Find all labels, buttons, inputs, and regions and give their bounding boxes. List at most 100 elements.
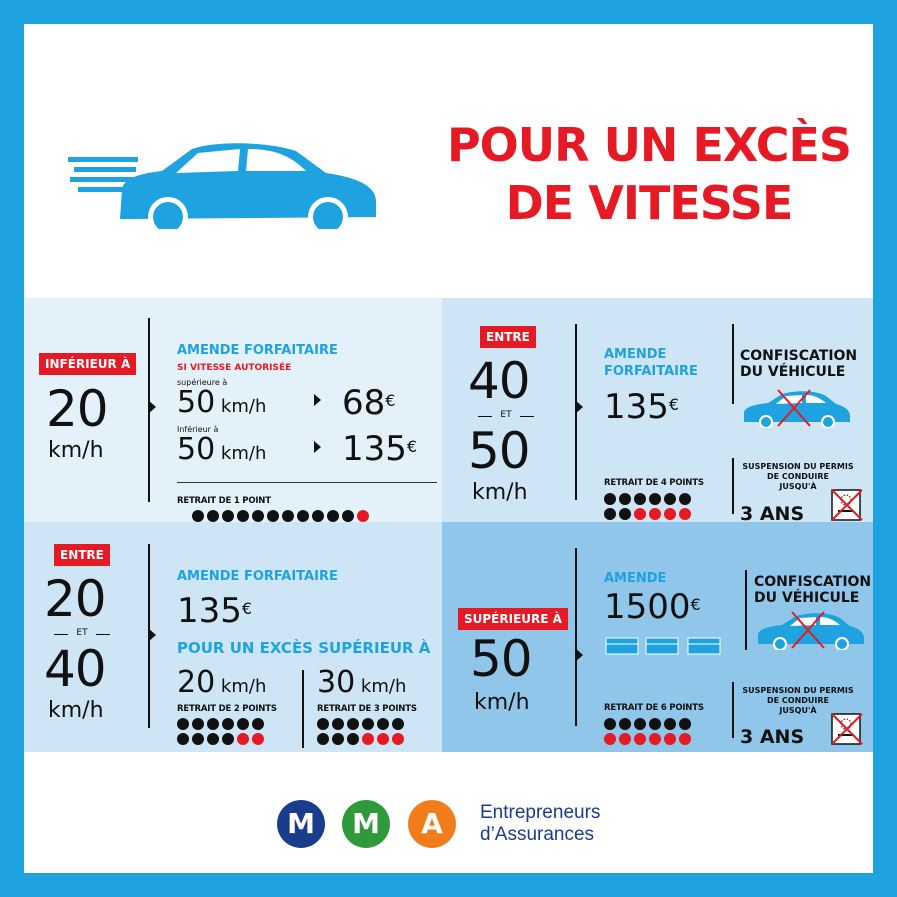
fine-amount: 135€ [604, 387, 680, 427]
point-dot [679, 493, 691, 505]
point-dot [634, 493, 646, 505]
point-lost-dot [357, 510, 369, 522]
speed-threshold-b: 30 km/h [317, 665, 407, 700]
speed-unit: km/h [472, 480, 528, 505]
point-dot [222, 510, 234, 522]
divider [302, 670, 304, 748]
point-dot [604, 508, 616, 520]
speed-row-1: 50 km/h [177, 385, 267, 420]
point-lost-dot [664, 733, 676, 745]
arrow-right-icon [148, 628, 156, 642]
point-dot [192, 510, 204, 522]
points-dots [192, 510, 422, 522]
point-dot [177, 718, 189, 730]
panel-40-50: ENTRE 40 ET 50 km/h AMENDE FORFAITAIRE 13… [442, 298, 873, 525]
speed-threshold-a: 20 km/h [177, 665, 267, 700]
car-crossed-icon [744, 389, 850, 428]
panel-over-50: SUPÉRIEURE À 50 km/h AMENDE 1500€ CONFIS… [442, 522, 873, 752]
fine-amount: 1500€ [604, 587, 701, 627]
speed-from: 20 [44, 570, 107, 628]
point-dot [267, 510, 279, 522]
divider [732, 682, 734, 738]
point-dot [282, 510, 294, 522]
suspension-label: SUSPENSION DU PERMIS DE CONDUIRE JUSQU'À [742, 462, 854, 491]
point-dot [649, 718, 661, 730]
points-label-b: RETRAIT DE 3 POINTS [317, 704, 417, 714]
excess-heading: POUR UN EXCÈS SUPÉRIEUR À [177, 639, 431, 657]
licence-crossed-icon [831, 713, 863, 745]
row-label: Inférieur à [177, 425, 219, 434]
page-title: POUR UN EXCÈS DE VITESSE [446, 118, 852, 230]
panel-under-20: INFÉRIEUR À 20 km/h AMENDE FORFAITAIRE S… [24, 298, 442, 522]
point-lost-dot [634, 733, 646, 745]
point-lost-dot [392, 733, 404, 745]
divider [745, 570, 747, 650]
banknotes-icon [605, 637, 721, 655]
divider [575, 548, 577, 726]
point-lost-dot [649, 733, 661, 745]
point-lost-dot [362, 733, 374, 745]
point-dot [207, 733, 219, 745]
points-label-a: RETRAIT DE 2 POINTS [177, 704, 277, 714]
points-dots [604, 718, 699, 745]
confiscation-label: CONFISCATION DU VÉHICULE [754, 574, 872, 606]
brand-text: Entrepreneurs d’Assurances [480, 802, 601, 845]
point-lost-dot [649, 508, 661, 520]
panel-20-40: ENTRE 20 ET 40 km/h AMENDE FORFAITAIRE 1… [24, 522, 442, 752]
point-lost-dot [619, 733, 631, 745]
logo-m2: M [342, 800, 390, 848]
point-lost-dot [237, 733, 249, 745]
point-dot [332, 718, 344, 730]
point-dot [634, 718, 646, 730]
licence-crossed-icon [831, 489, 863, 521]
point-dot [362, 718, 374, 730]
points-label: RETRAIT DE 4 POINTS [604, 478, 704, 488]
point-dot [222, 718, 234, 730]
point-dot [192, 733, 204, 745]
suspension-duration: 3 ANS [740, 503, 805, 525]
suspension-label: SUSPENSION DU PERMIS DE CONDUIRE JUSQU'À [742, 686, 854, 715]
points-label: RETRAIT DE 6 POINTS [604, 703, 704, 713]
row-label: supérieure à [177, 378, 228, 387]
fine-amount-2: 135€ [342, 429, 418, 469]
et-label: ET [54, 628, 110, 638]
speed-from: 40 [468, 352, 531, 410]
points-label: RETRAIT DE 1 POINT [177, 496, 271, 506]
point-dot [317, 733, 329, 745]
fine-heading: AMENDE FORFAITAIRE [604, 347, 698, 379]
point-dot [619, 718, 631, 730]
speed-to: 40 [44, 640, 107, 698]
speed-value: 50 [470, 630, 533, 688]
point-lost-dot [377, 733, 389, 745]
point-dot [664, 493, 676, 505]
divider [732, 458, 734, 514]
divider [732, 324, 734, 404]
logo-a: A [408, 800, 456, 848]
point-dot [347, 718, 359, 730]
point-dot [327, 510, 339, 522]
point-dot [312, 510, 324, 522]
point-dot [604, 718, 616, 730]
fine-amount-1: 68€ [342, 383, 396, 423]
speed-unit: km/h [48, 438, 104, 463]
points-dots [604, 493, 699, 520]
point-dot [342, 510, 354, 522]
point-dot [392, 718, 404, 730]
point-lost-dot [252, 733, 264, 745]
divider [148, 318, 150, 502]
point-lost-dot [634, 508, 646, 520]
badge: INFÉRIEUR À [39, 353, 137, 375]
point-dot [207, 718, 219, 730]
point-dot [332, 733, 344, 745]
point-dot [192, 718, 204, 730]
speed-unit: km/h [48, 698, 104, 723]
arrow-right-icon [314, 394, 321, 406]
et-label: ET [478, 410, 534, 420]
point-dot [237, 718, 249, 730]
points-dots-a [177, 718, 272, 745]
point-dot [297, 510, 309, 522]
arrow-right-icon [148, 400, 156, 414]
point-dot [649, 493, 661, 505]
point-dot [222, 733, 234, 745]
speed-unit: km/h [474, 690, 530, 715]
